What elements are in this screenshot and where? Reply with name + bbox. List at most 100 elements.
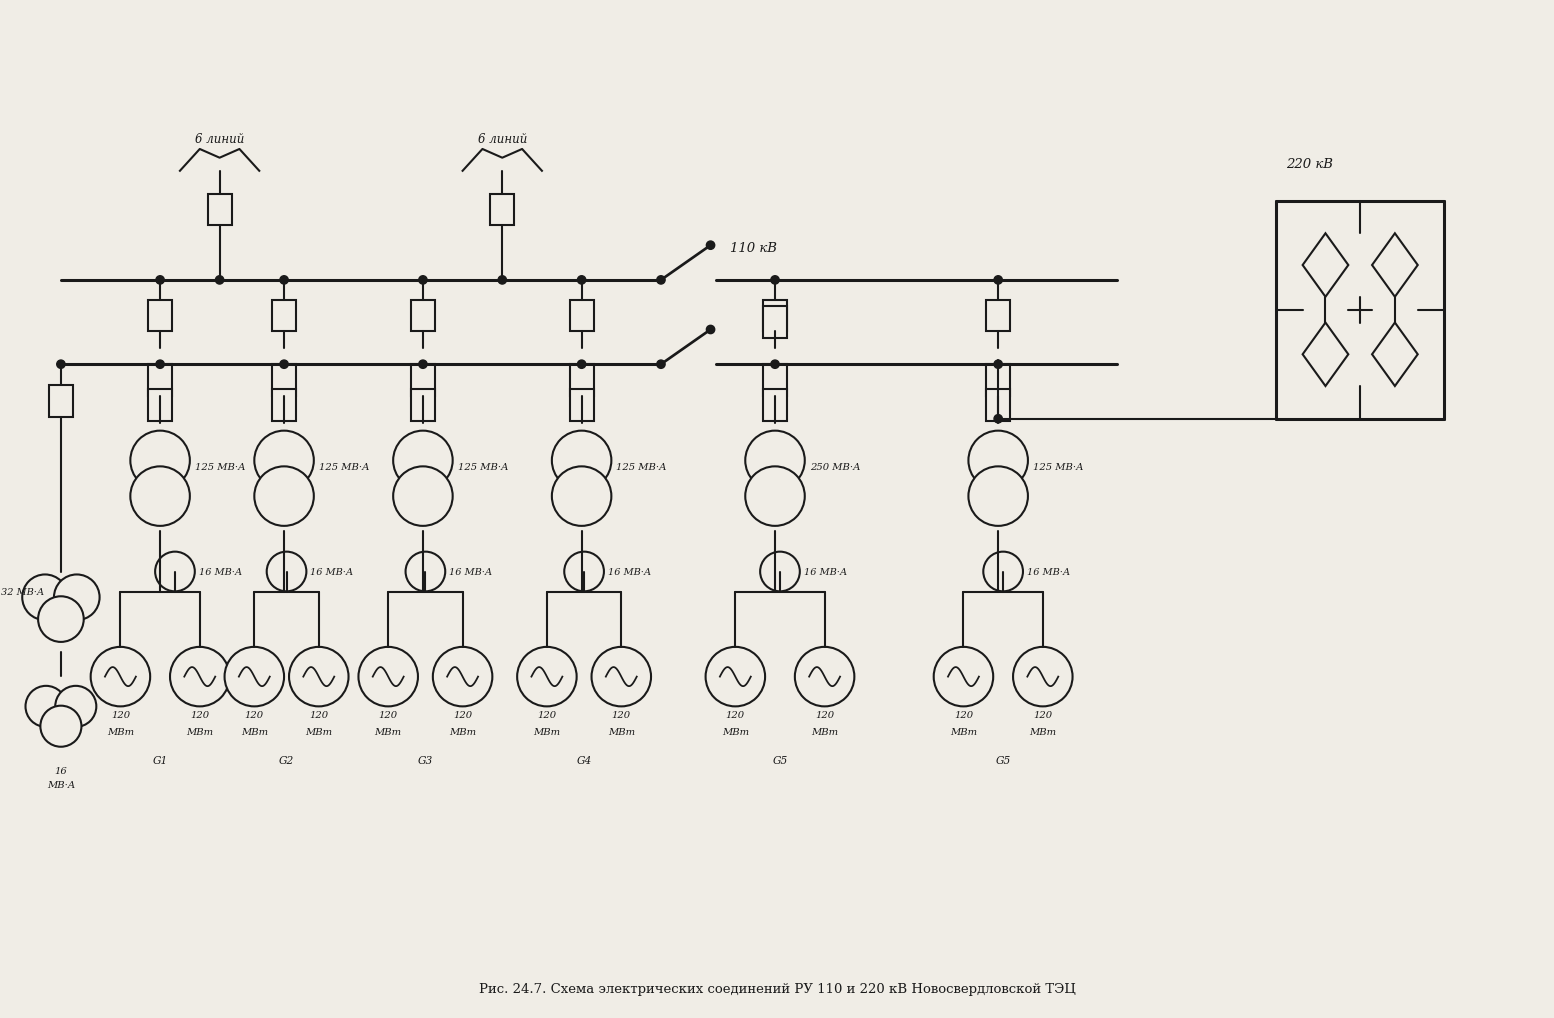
Text: G5: G5	[772, 756, 788, 766]
Circle shape	[995, 276, 1002, 284]
Text: 6 линий: 6 линий	[194, 133, 244, 146]
Text: G2: G2	[278, 756, 294, 766]
Circle shape	[578, 276, 586, 284]
Circle shape	[280, 276, 287, 284]
Polygon shape	[1372, 233, 1417, 297]
Circle shape	[25, 686, 67, 727]
Text: G5: G5	[996, 756, 1010, 766]
Text: 125 МВ·А: 125 МВ·А	[457, 463, 508, 472]
Bar	[410, 364, 435, 396]
Circle shape	[418, 276, 427, 284]
Text: 16 МВ·А: 16 МВ·А	[311, 568, 354, 577]
Circle shape	[760, 552, 800, 591]
Circle shape	[552, 431, 611, 490]
Bar	[208, 193, 232, 225]
Bar	[763, 299, 786, 332]
Text: 125 МВ·А: 125 МВ·А	[617, 463, 667, 472]
Circle shape	[1013, 646, 1072, 706]
Circle shape	[255, 431, 314, 490]
Text: МВт: МВт	[449, 728, 476, 737]
Circle shape	[434, 646, 493, 706]
Circle shape	[517, 646, 577, 706]
Bar	[987, 299, 1010, 332]
Circle shape	[406, 552, 446, 591]
Text: МВт: МВт	[107, 728, 134, 737]
Text: Рис. 24.7. Схема электрических соединений РУ 110 и 220 кВ Новосвердловской ТЭЦ: Рис. 24.7. Схема электрических соединени…	[479, 983, 1075, 996]
Bar	[987, 389, 1010, 420]
Circle shape	[54, 574, 99, 620]
Bar	[272, 364, 295, 396]
Text: 125 МВ·А: 125 МВ·А	[319, 463, 370, 472]
Text: МВт: МВт	[811, 728, 838, 737]
Circle shape	[657, 276, 665, 284]
Text: G1: G1	[152, 756, 168, 766]
Text: 16 МВ·А: 16 МВ·А	[1027, 568, 1071, 577]
Circle shape	[552, 466, 611, 526]
Text: МВт: МВт	[241, 728, 267, 737]
Text: 32 МВ·А: 32 МВ·А	[2, 587, 45, 597]
Text: 16 МВ·А: 16 МВ·А	[199, 568, 242, 577]
Text: МВт: МВт	[305, 728, 333, 737]
Text: МВт: МВт	[375, 728, 402, 737]
Circle shape	[393, 466, 452, 526]
Circle shape	[22, 574, 68, 620]
Circle shape	[216, 276, 224, 284]
Circle shape	[40, 705, 81, 747]
Bar	[148, 364, 172, 396]
Bar	[272, 299, 295, 332]
Circle shape	[707, 241, 715, 249]
Circle shape	[564, 552, 605, 591]
Text: МВ·А: МВ·А	[47, 782, 75, 790]
Text: 16: 16	[54, 767, 67, 776]
Bar	[763, 306, 786, 338]
Text: 250 МВ·А: 250 МВ·А	[810, 463, 861, 472]
Text: 125 МВ·А: 125 МВ·А	[1033, 463, 1083, 472]
Text: 120: 120	[309, 712, 328, 721]
Text: 16 МВ·А: 16 МВ·А	[803, 568, 847, 577]
Text: 120: 120	[726, 712, 744, 721]
Circle shape	[267, 552, 306, 591]
Circle shape	[131, 431, 190, 490]
Circle shape	[155, 276, 165, 284]
Bar	[272, 389, 295, 420]
Circle shape	[706, 646, 765, 706]
Circle shape	[39, 597, 84, 642]
Text: МВт: МВт	[1029, 728, 1057, 737]
Text: МВт: МВт	[949, 728, 977, 737]
Text: G3: G3	[418, 756, 434, 766]
Circle shape	[359, 646, 418, 706]
Circle shape	[155, 360, 165, 369]
Circle shape	[657, 360, 665, 369]
Text: 6 линий: 6 линий	[477, 133, 527, 146]
Text: 120: 120	[538, 712, 556, 721]
Bar	[763, 364, 786, 396]
Text: 16 МВ·А: 16 МВ·А	[608, 568, 651, 577]
Text: 16 МВ·А: 16 МВ·А	[449, 568, 493, 577]
Circle shape	[995, 360, 1002, 369]
Bar	[491, 193, 514, 225]
Text: МВт: МВт	[608, 728, 636, 737]
Circle shape	[56, 686, 96, 727]
Circle shape	[746, 466, 805, 526]
Circle shape	[57, 360, 65, 369]
Circle shape	[794, 646, 855, 706]
Bar	[763, 389, 786, 420]
Circle shape	[771, 360, 779, 369]
Text: МВт: МВт	[721, 728, 749, 737]
Text: 110 кВ: 110 кВ	[730, 242, 777, 256]
Polygon shape	[1372, 323, 1417, 386]
Circle shape	[225, 646, 284, 706]
Text: 125 МВ·А: 125 МВ·А	[194, 463, 246, 472]
Circle shape	[499, 276, 507, 284]
Text: 120: 120	[190, 712, 210, 721]
Text: 220 кВ: 220 кВ	[1285, 158, 1333, 171]
Circle shape	[707, 326, 715, 334]
Polygon shape	[1302, 233, 1349, 297]
Text: 120: 120	[379, 712, 398, 721]
Bar	[570, 299, 594, 332]
Bar	[570, 364, 594, 396]
Bar	[987, 364, 1010, 396]
Polygon shape	[1302, 323, 1349, 386]
Bar	[410, 299, 435, 332]
Text: 120: 120	[1033, 712, 1052, 721]
